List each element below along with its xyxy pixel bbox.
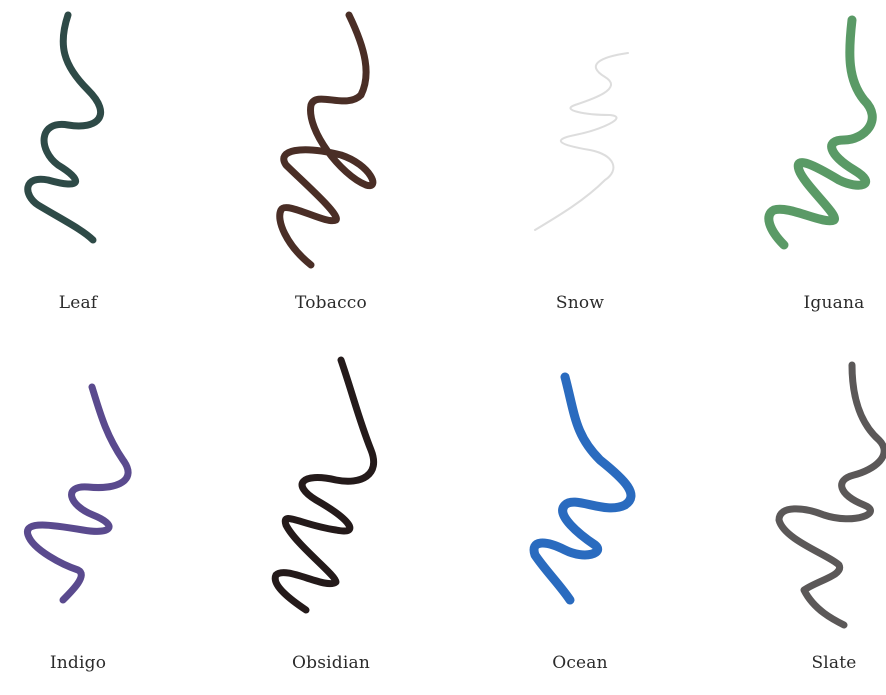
- swatch-ocean: Ocean: [490, 365, 670, 695]
- iguana-stroke: [764, 15, 877, 250]
- swatch-label: Ocean: [552, 653, 608, 673]
- swatch-tobacco: Tobacco: [241, 5, 421, 335]
- swatch-label: Slate: [811, 653, 857, 673]
- swatch-iguana: Iguana: [744, 5, 886, 335]
- snow-stroke: [534, 52, 629, 231]
- swatch-label: Snow: [555, 293, 605, 313]
- ocean-stroke: [529, 372, 636, 605]
- swatch-label: Iguana: [803, 293, 865, 313]
- tobacco-stroke: [276, 11, 377, 269]
- swatch-label: Leaf: [58, 293, 98, 313]
- leaf-stroke: [24, 11, 104, 244]
- slate-stroke: [775, 361, 886, 629]
- obsidian-stroke: [271, 356, 377, 614]
- swatch-label: Tobacco: [295, 293, 367, 313]
- swatch-slate: Slate: [744, 361, 886, 695]
- indigo-stroke: [24, 383, 132, 604]
- swatch-leaf: Leaf: [0, 5, 168, 335]
- swatch-label: Obsidian: [292, 653, 370, 673]
- swatch-snow: Snow: [490, 5, 670, 335]
- swatch-label: Indigo: [49, 653, 107, 673]
- swatch-grid: Leaf Tobacco Snow Iguana Indigo Obsidian: [0, 5, 886, 673]
- swatch-indigo: Indigo: [0, 365, 168, 695]
- swatch-obsidian: Obsidian: [241, 356, 421, 690]
